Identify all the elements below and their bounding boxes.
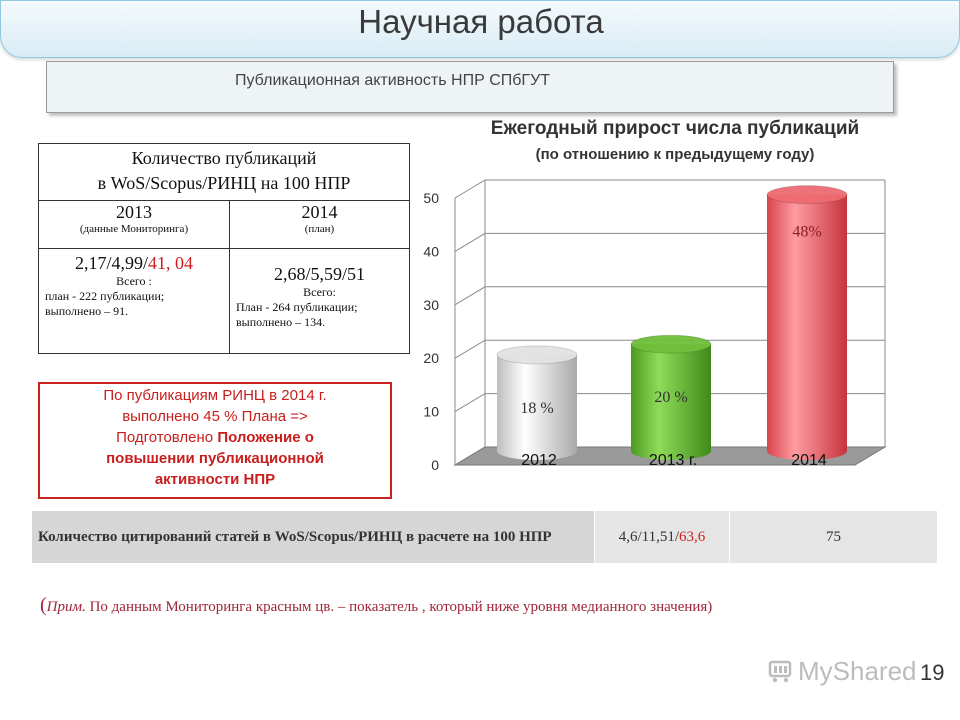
citations-value-2014: 75 — [729, 510, 938, 564]
bar-body — [497, 354, 577, 460]
plan-2013: план - 222 публикации; — [45, 289, 165, 303]
plan-2014: План - 264 публикации; — [236, 300, 358, 314]
plan-note-line-3-plain: Подготовлено — [116, 429, 218, 446]
y-tick-label: 10 — [423, 404, 439, 420]
col-2013-values: 2,17/4,99/41, 04 Всего : план - 222 публ… — [38, 248, 230, 354]
data-label: 48% — [792, 224, 821, 241]
page-number: 19 — [920, 660, 945, 685]
y-tick-label: 50 — [423, 190, 439, 206]
subtitle-box: Публикационная активность НПР СПбГУТ — [46, 61, 894, 113]
total-2013-label: Всего : — [116, 274, 152, 288]
citations-value-2013-black: 4,6/11,51/ — [618, 528, 680, 545]
x-tick-label: 2012 — [521, 452, 557, 469]
values-2013-red: 41, 04 — [148, 253, 193, 273]
chart-subtitle: (по отношению к предыдущему году) — [535, 146, 815, 163]
bar-body — [767, 194, 847, 460]
footnote: (Прим. По данным Мониторинга красным цв.… — [40, 594, 712, 617]
bar-top — [496, 345, 578, 365]
done-2014: выполнено – 134. — [236, 315, 326, 329]
year-2013: 2013 — [116, 202, 152, 222]
plan-note-line-2: выполнено 45 % Плана => — [122, 408, 308, 425]
bar-2013 г. — [630, 334, 712, 460]
citations-label: Количество цитирований статей в WoS/Scop… — [31, 510, 595, 564]
publications-table-header: Количество публикаций в WoS/Scopus/РИНЦ … — [38, 143, 410, 201]
y-tick-label: 20 — [423, 350, 439, 366]
x-tick-label: 2013 г. — [649, 452, 697, 469]
footnote-text: По данным Мониторинга красным цв. – пока… — [85, 599, 713, 615]
total-2014-label: Всего: — [303, 285, 336, 299]
plan-note-line-3: Подготовлено Положение о — [40, 427, 390, 448]
publications-table: Количество публикаций в WoS/Scopus/РИНЦ … — [38, 143, 410, 354]
slide-subtitle: Публикационная активность НПР СПбГУТ — [235, 72, 551, 89]
col-2014-header: 2014 (план) — [229, 200, 410, 249]
x-tick-label: 2014 — [791, 452, 827, 469]
col-2013-header: 2013 (данные Мониторинга) — [38, 200, 230, 249]
bar-top — [766, 185, 848, 205]
plan-note-line-1: По публикациям РИНЦ в 2014 г. — [103, 387, 327, 404]
plan-note-line-4: повышении публикационной — [106, 450, 324, 467]
footnote-prefix: Прим. — [46, 599, 86, 615]
values-2013: 2,17/4,99/41, 04 — [39, 249, 229, 274]
bar-2014 — [766, 185, 848, 460]
watermark: MyShared — [768, 656, 917, 687]
plan-note-box: По публикациям РИНЦ в 2014 г. выполнено … — [38, 382, 392, 499]
plan-note-line-3-bold: Положение о — [217, 429, 314, 446]
data-label: 20 % — [654, 389, 687, 406]
y-tick-label: 30 — [423, 297, 439, 313]
chart-title: Ежегодный прирост числа публикаций — [490, 118, 860, 139]
citations-value-2013-red: 63,6 — [679, 528, 706, 545]
header-line-2: в WoS/Scopus/РИНЦ на 100 НПР — [97, 173, 351, 193]
bar-2012 — [496, 345, 578, 460]
year-2013-sub: (данные Мониторинга) — [79, 223, 189, 235]
values-2013-black: 2,17/4,99/ — [74, 253, 148, 273]
citations-value-2013: 4,6/11,51/63,6 — [594, 510, 730, 564]
bar-top — [630, 334, 712, 354]
data-label: 18 % — [520, 400, 553, 417]
plan-note-line-5: активности НПР — [154, 471, 276, 488]
values-2014: 2,68/5,59/51 — [273, 264, 365, 284]
year-2014-sub: (план) — [304, 223, 335, 235]
bar-body — [631, 344, 711, 460]
header-line-1: Количество публикаций — [131, 148, 317, 168]
watermark-text: MyShared — [798, 656, 917, 686]
cart-icon — [768, 660, 792, 683]
col-2014-values: 2,68/5,59/51 Всего: План - 264 публикаци… — [229, 248, 410, 354]
citations-table: Количество цитирований статей в WoS/Scop… — [31, 510, 938, 564]
y-tick-label: 40 — [423, 243, 439, 259]
growth-chart: 0 10 20 30 40 50 18 % 2012 20 % 2013 г. 48% 2014 — [423, 179, 887, 473]
year-2014: 2014 — [301, 202, 338, 222]
title-bar: Научная работа — [0, 0, 960, 58]
done-2013: выполнено – 91. — [45, 304, 129, 318]
y-tick-label: 0 — [431, 457, 439, 473]
slide-title: Научная работа — [358, 3, 604, 40]
footnote-open-paren: ( — [40, 594, 47, 616]
